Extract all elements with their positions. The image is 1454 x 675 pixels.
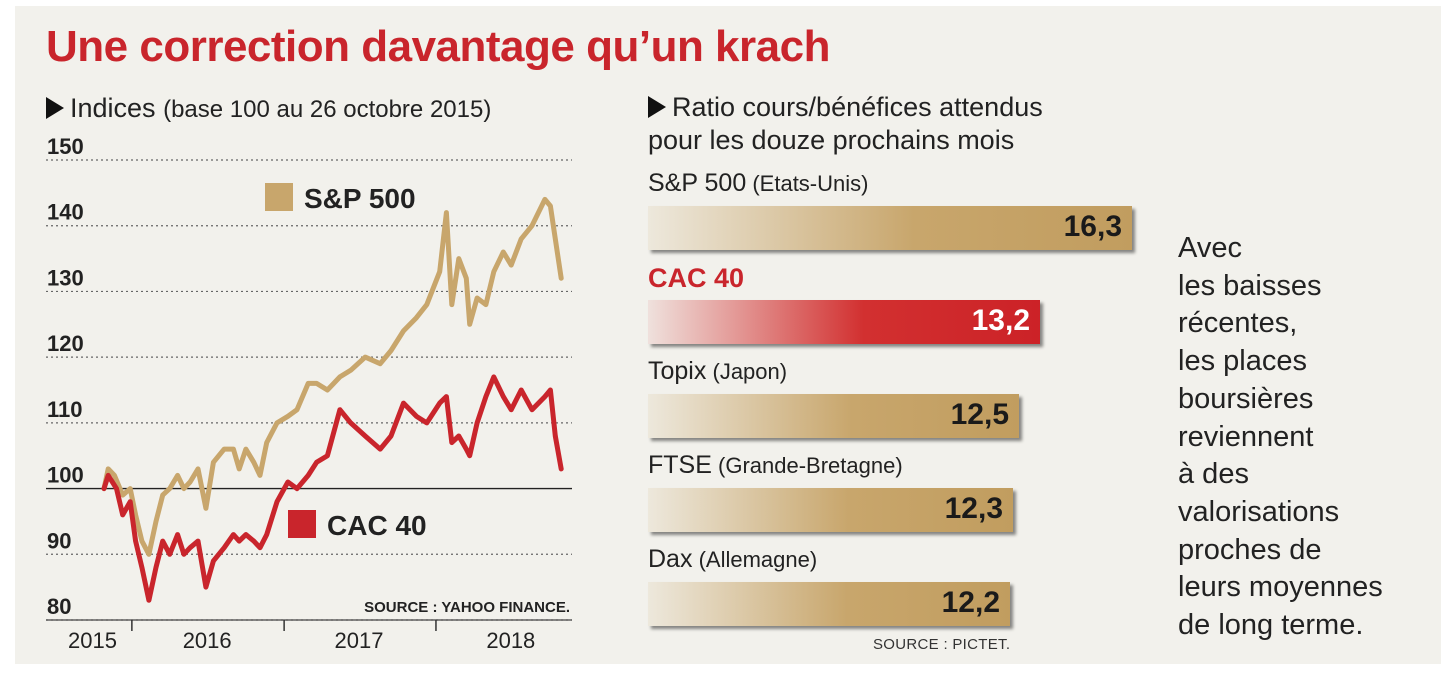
bar-category-label: FTSE (Grande-Bretagne) (648, 451, 903, 480)
series-line-s-p-500 (101, 196, 564, 557)
bar-value-label: 12,3 (944, 492, 1003, 525)
bar-chart-heading: Ratio cours/bénéfices attendus pour les … (648, 91, 1043, 157)
bar-category-label: Dax (Allemagne) (648, 545, 817, 574)
bar: 16,3 (648, 206, 1132, 250)
legend-swatch (288, 510, 316, 538)
series-line-cac-40 (101, 374, 564, 603)
side-commentary: Avec les baisses récentes, les places bo… (1178, 232, 1383, 642)
index-line-chart: 80 90 100 110 120 130 140 150 2015 2016 2017 2018 S&… (46, 134, 572, 653)
legend-label: CAC 40 (327, 510, 427, 541)
bar: 12,3 (648, 488, 1013, 532)
line-chart-heading-note: (base 100 au 26 octobre 2015) (163, 96, 492, 123)
bar-category-note: (Etats-Unis) (746, 171, 869, 196)
bar-category-name: Dax (648, 545, 693, 573)
bar-category-name: FTSE (648, 451, 712, 479)
y-tick-label: 110 (47, 397, 83, 422)
triangle-bullet-icon (648, 96, 666, 118)
y-tick-label: 120 (47, 331, 84, 356)
bar-category-label: Topix (Japon) (648, 357, 787, 386)
bar-value-label: 13,2 (971, 304, 1030, 337)
y-tick-label: 80 (47, 594, 71, 619)
x-tick-label: 2016 (183, 628, 232, 653)
bar-chart-heading-line1: Ratio cours/bénéfices attendus (672, 92, 1043, 122)
triangle-bullet-icon (46, 97, 64, 119)
y-tick-label: 140 (47, 200, 84, 225)
y-tick-label: 150 (47, 134, 84, 159)
bar-category-name: Topix (648, 357, 707, 385)
legend-swatch (265, 183, 293, 211)
bar-category-note: (Japon) (706, 359, 788, 384)
bar-category-label: CAC 40 (648, 263, 744, 294)
bar-chart-heading-line2: pour les douze prochains mois (648, 125, 1015, 155)
bar: 13,2 (648, 300, 1040, 344)
line-chart-heading-main: Indices (70, 93, 156, 123)
y-tick-label: 130 (47, 265, 84, 290)
bar-value-label: 12,2 (941, 586, 1000, 619)
line-chart-source: SOURCE : YAHOO FINANCE. (364, 599, 570, 616)
bar-chart-source: SOURCE : PICTET. (873, 636, 1011, 653)
bar-category-note: (Allemagne) (692, 547, 818, 572)
bar-value-label: 12,5 (950, 398, 1009, 431)
bar-value-label: 16,3 (1063, 210, 1122, 243)
line-chart-heading: Indices (base 100 au 26 octobre 2015) (46, 92, 491, 126)
bar: 12,5 (648, 394, 1019, 438)
y-tick-label: 90 (47, 528, 71, 553)
y-tick-label: 100 (47, 463, 84, 488)
bar-category-name: CAC 40 (648, 263, 745, 293)
x-tick-label: 2015 (68, 628, 117, 653)
bar-category-label: S&P 500 (Etats-Unis) (648, 169, 868, 198)
x-tick-label: 2017 (335, 628, 384, 653)
bar-category-note: (Grande-Bretagne) (711, 453, 903, 478)
bar: 12,2 (648, 582, 1010, 626)
page-title: Une correction davantage qu’un krach (46, 22, 830, 71)
legend-label: S&P 500 (304, 183, 416, 214)
bar-category-name: S&P 500 (648, 169, 747, 197)
x-tick-label: 2018 (486, 628, 535, 653)
